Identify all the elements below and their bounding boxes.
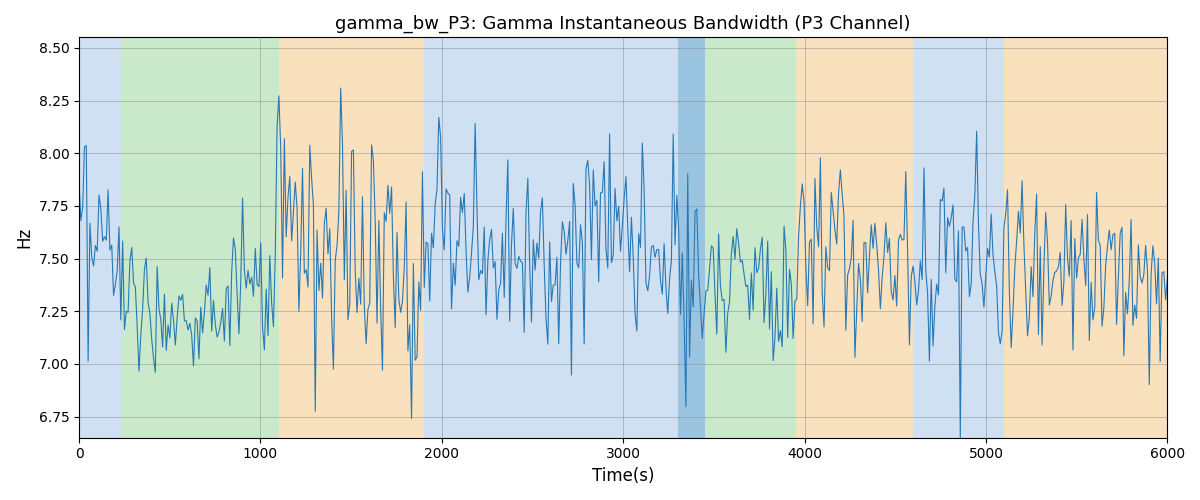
X-axis label: Time(s): Time(s) (592, 467, 654, 485)
Bar (678, 38, 704, 438)
Bar (121, 38, 278, 438)
Bar (79, 38, 121, 438)
Bar (278, 38, 424, 438)
Bar (1004, 38, 1040, 438)
Bar (704, 38, 796, 438)
Bar (424, 38, 678, 438)
Bar (913, 38, 1004, 438)
Title: gamma_bw_P3: Gamma Instantaneous Bandwidth (P3 Channel): gamma_bw_P3: Gamma Instantaneous Bandwid… (336, 15, 911, 34)
Y-axis label: Hz: Hz (14, 227, 32, 248)
Bar (1040, 38, 1168, 438)
Bar (796, 38, 913, 438)
